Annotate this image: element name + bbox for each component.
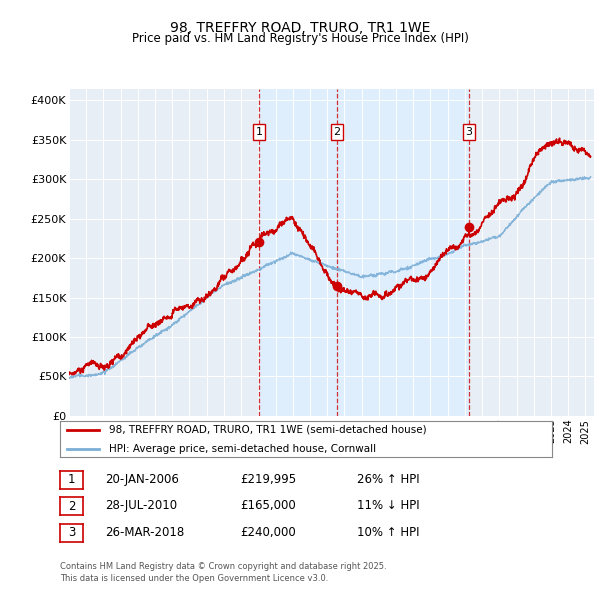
- Text: 10% ↑ HPI: 10% ↑ HPI: [357, 526, 419, 539]
- Bar: [259, 88, 469, 416]
- Text: 1: 1: [68, 473, 75, 486]
- Text: £240,000: £240,000: [240, 526, 296, 539]
- Text: 2: 2: [68, 500, 75, 513]
- Text: 28-JUL-2010: 28-JUL-2010: [105, 499, 177, 512]
- Text: 98, TREFFRY ROAD, TRURO, TR1 1WE (semi-detached house): 98, TREFFRY ROAD, TRURO, TR1 1WE (semi-d…: [109, 425, 427, 435]
- Text: 26-MAR-2018: 26-MAR-2018: [105, 526, 184, 539]
- Text: Price paid vs. HM Land Registry's House Price Index (HPI): Price paid vs. HM Land Registry's House …: [131, 32, 469, 45]
- Text: 26% ↑ HPI: 26% ↑ HPI: [357, 473, 419, 486]
- Text: 11% ↓ HPI: 11% ↓ HPI: [357, 499, 419, 512]
- Text: £165,000: £165,000: [240, 499, 296, 512]
- Text: HPI: Average price, semi-detached house, Cornwall: HPI: Average price, semi-detached house,…: [109, 444, 376, 454]
- Text: 98, TREFFRY ROAD, TRURO, TR1 1WE: 98, TREFFRY ROAD, TRURO, TR1 1WE: [170, 21, 430, 35]
- Text: £219,995: £219,995: [240, 473, 296, 486]
- Text: 20-JAN-2006: 20-JAN-2006: [105, 473, 179, 486]
- Text: 3: 3: [466, 127, 472, 137]
- Text: 2: 2: [334, 127, 341, 137]
- Text: Contains HM Land Registry data © Crown copyright and database right 2025.
This d: Contains HM Land Registry data © Crown c…: [60, 562, 386, 583]
- Text: 3: 3: [68, 526, 75, 539]
- Text: 1: 1: [256, 127, 263, 137]
